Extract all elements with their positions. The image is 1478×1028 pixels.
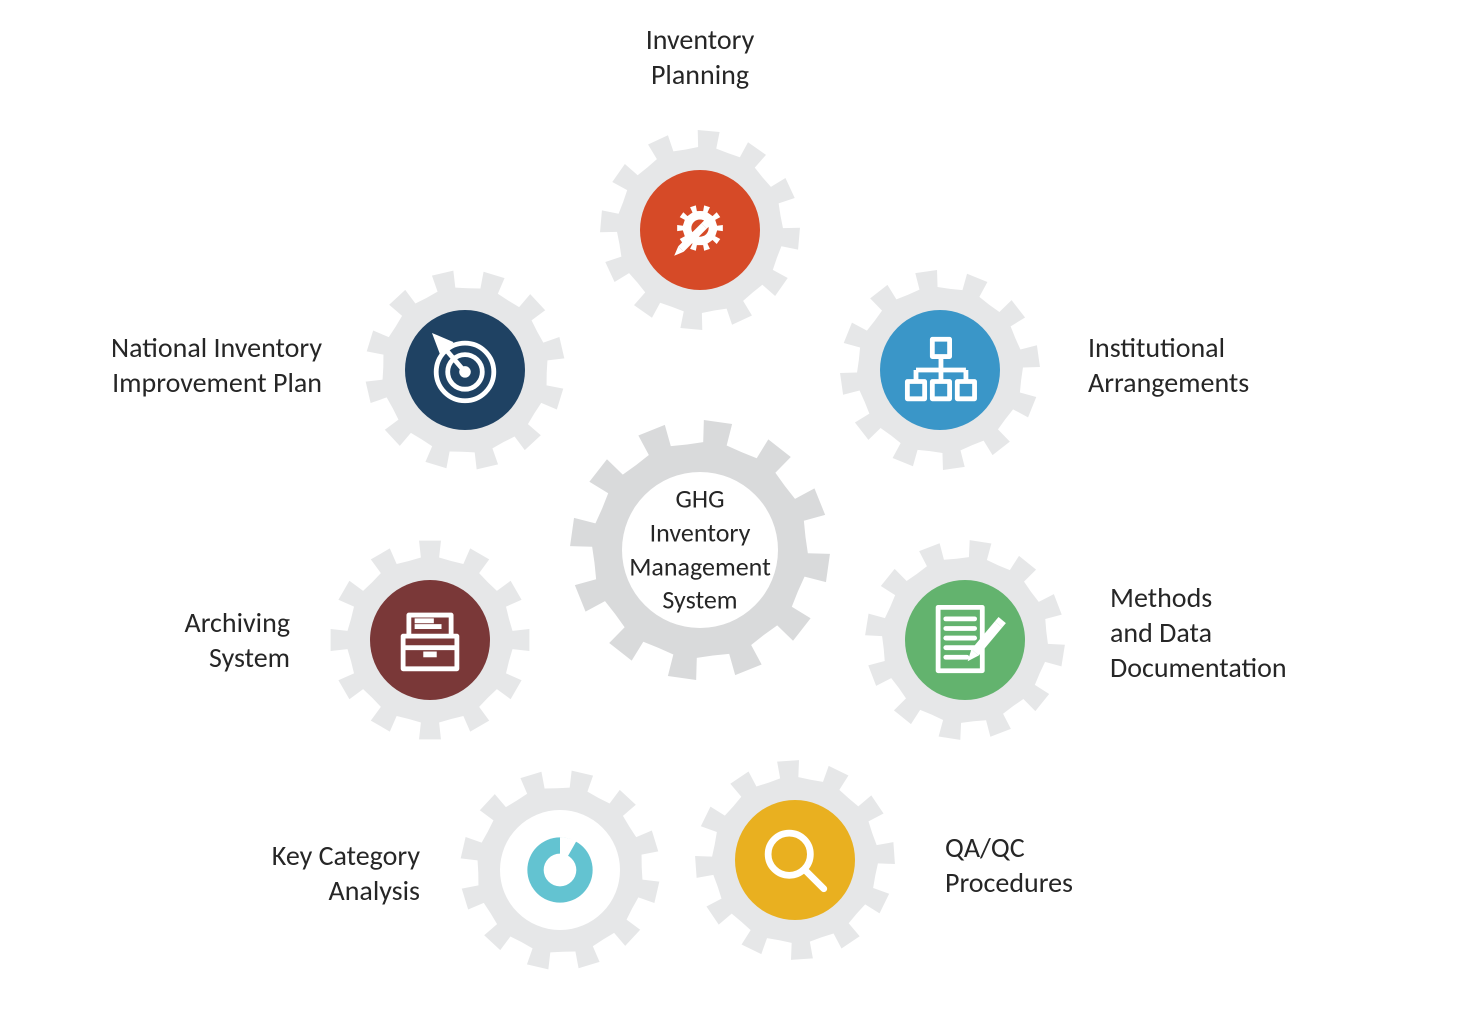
label-inventory-planning: Inventory Planning — [646, 22, 755, 92]
gear-institutional-arrangements — [840, 270, 1040, 470]
gear-key-category-analysis — [460, 770, 660, 970]
gear-national-inventory-improvement-plan — [365, 270, 565, 470]
label-institutional-arrangements: Institutional Arrangements — [1088, 330, 1249, 400]
label-methods-data-documentation: Methods and Data Documentation — [1110, 580, 1287, 685]
gear-qa-qc-procedures — [695, 760, 895, 960]
label-qa-qc-procedures: QA/QC Procedures — [945, 830, 1073, 900]
label-national-inventory-improvement-plan: National Inventory Improvement Plan — [111, 330, 322, 400]
pie-ring-icon — [527, 837, 592, 902]
label-key-category-analysis: Key Category Analysis — [272, 838, 420, 908]
diagram-stage: GHG Inventory Management System Inventor — [0, 0, 1478, 1028]
center-label: GHG Inventory Management System — [629, 482, 771, 617]
gear-inventory-planning — [600, 130, 800, 330]
gear-archiving-system — [330, 540, 530, 740]
gear-methods-data-documentation — [865, 540, 1065, 740]
label-archiving-system: Archiving System — [185, 605, 291, 675]
